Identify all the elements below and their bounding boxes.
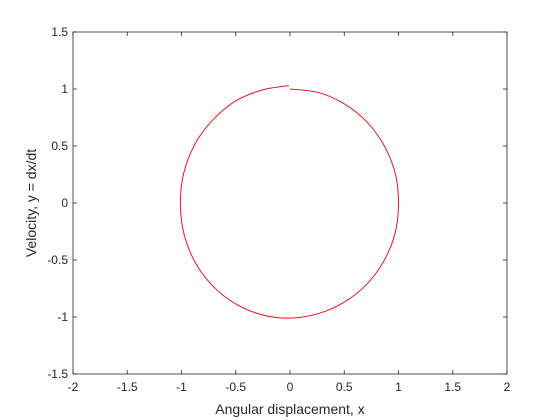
x-tick-label: -1 bbox=[176, 380, 187, 394]
series-layer bbox=[179, 85, 400, 319]
x-tick-label: 1.5 bbox=[444, 380, 461, 394]
y-axis-label: Velocity, y = dx/dt bbox=[23, 149, 39, 257]
y-tick-label: 0.5 bbox=[51, 139, 68, 153]
x-tick-label: -0.5 bbox=[225, 380, 246, 394]
y-tick-label: 1 bbox=[61, 82, 68, 96]
x-tick-label: -2 bbox=[68, 380, 79, 394]
trajectory-line bbox=[179, 85, 400, 319]
x-axis-label: Angular displacement, x bbox=[215, 401, 364, 417]
tick-layer: -2 -1.5 -1 -0.5 0 0.5 1 1.5 2-1.5-1-0.500.511.5 bbox=[47, 25, 510, 394]
plot-area bbox=[73, 32, 507, 374]
y-tick-label: -0.5 bbox=[47, 253, 68, 267]
x-tick-label: 1 bbox=[395, 380, 402, 394]
x-tick-label: 0.5 bbox=[336, 380, 353, 394]
y-tick-label: 1.5 bbox=[51, 25, 68, 39]
x-tick-label: 2 bbox=[504, 380, 511, 394]
y-tick-label: -1 bbox=[57, 310, 68, 324]
y-tick-label: -1.5 bbox=[47, 367, 68, 381]
x-tick-label: 0 bbox=[287, 380, 294, 394]
x-tick-label: -1.5 bbox=[117, 380, 138, 394]
y-tick-label: 0 bbox=[61, 196, 68, 210]
